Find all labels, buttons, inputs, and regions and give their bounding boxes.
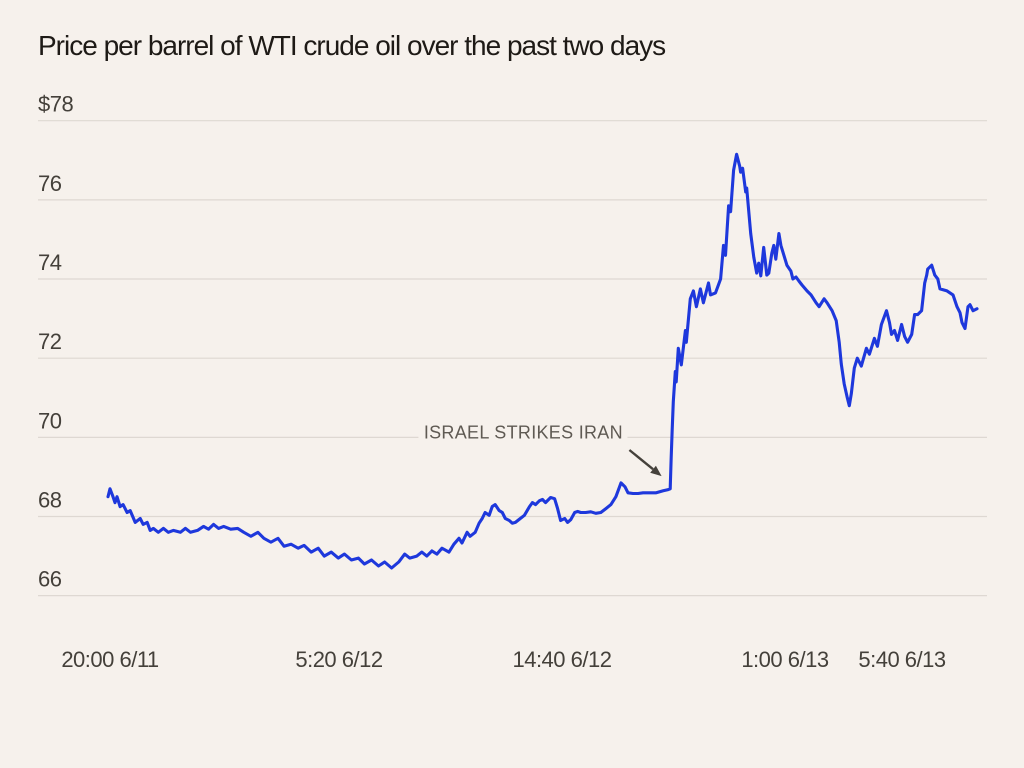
annotation-label: ISRAEL STRIKES IRAN (418, 422, 628, 444)
annotation-arrow (628, 449, 662, 477)
annotation-arrow-head (650, 465, 662, 477)
y-axis-tick-label: 72 (38, 329, 62, 354)
x-axis-tick-label: 20:00 6/11 (61, 647, 159, 672)
y-axis-tick-label: 68 (38, 488, 62, 513)
x-axis-tick-label: 1:00 6/13 (741, 647, 829, 672)
x-axis-tick-label: 5:20 6/12 (295, 647, 383, 672)
gridlines (38, 120, 987, 597)
x-axis-tick-label: 14:40 6/12 (512, 647, 611, 672)
y-axis-tick-label: 74 (38, 250, 62, 275)
y-axis-tick-label: 66 (38, 567, 62, 592)
price-series-line (106, 152, 979, 570)
chart-title: Price per barrel of WTI crude oil over t… (38, 30, 666, 61)
y-axis-tick-label: 76 (38, 171, 62, 196)
x-axis-tick-label: 5:40 6/13 (858, 647, 946, 672)
x-axis-labels: 20:00 6/11 5:20 6/12 14:40 6/12 1:00 6/13 5:… (61, 647, 946, 672)
y-axis-labels: $78 76 74 72 70 68 66 (38, 92, 74, 592)
y-axis-tick-label: 70 (38, 408, 62, 433)
annotation-arrow-shaft (628, 449, 654, 471)
y-axis-tick-label: $78 (38, 92, 73, 117)
